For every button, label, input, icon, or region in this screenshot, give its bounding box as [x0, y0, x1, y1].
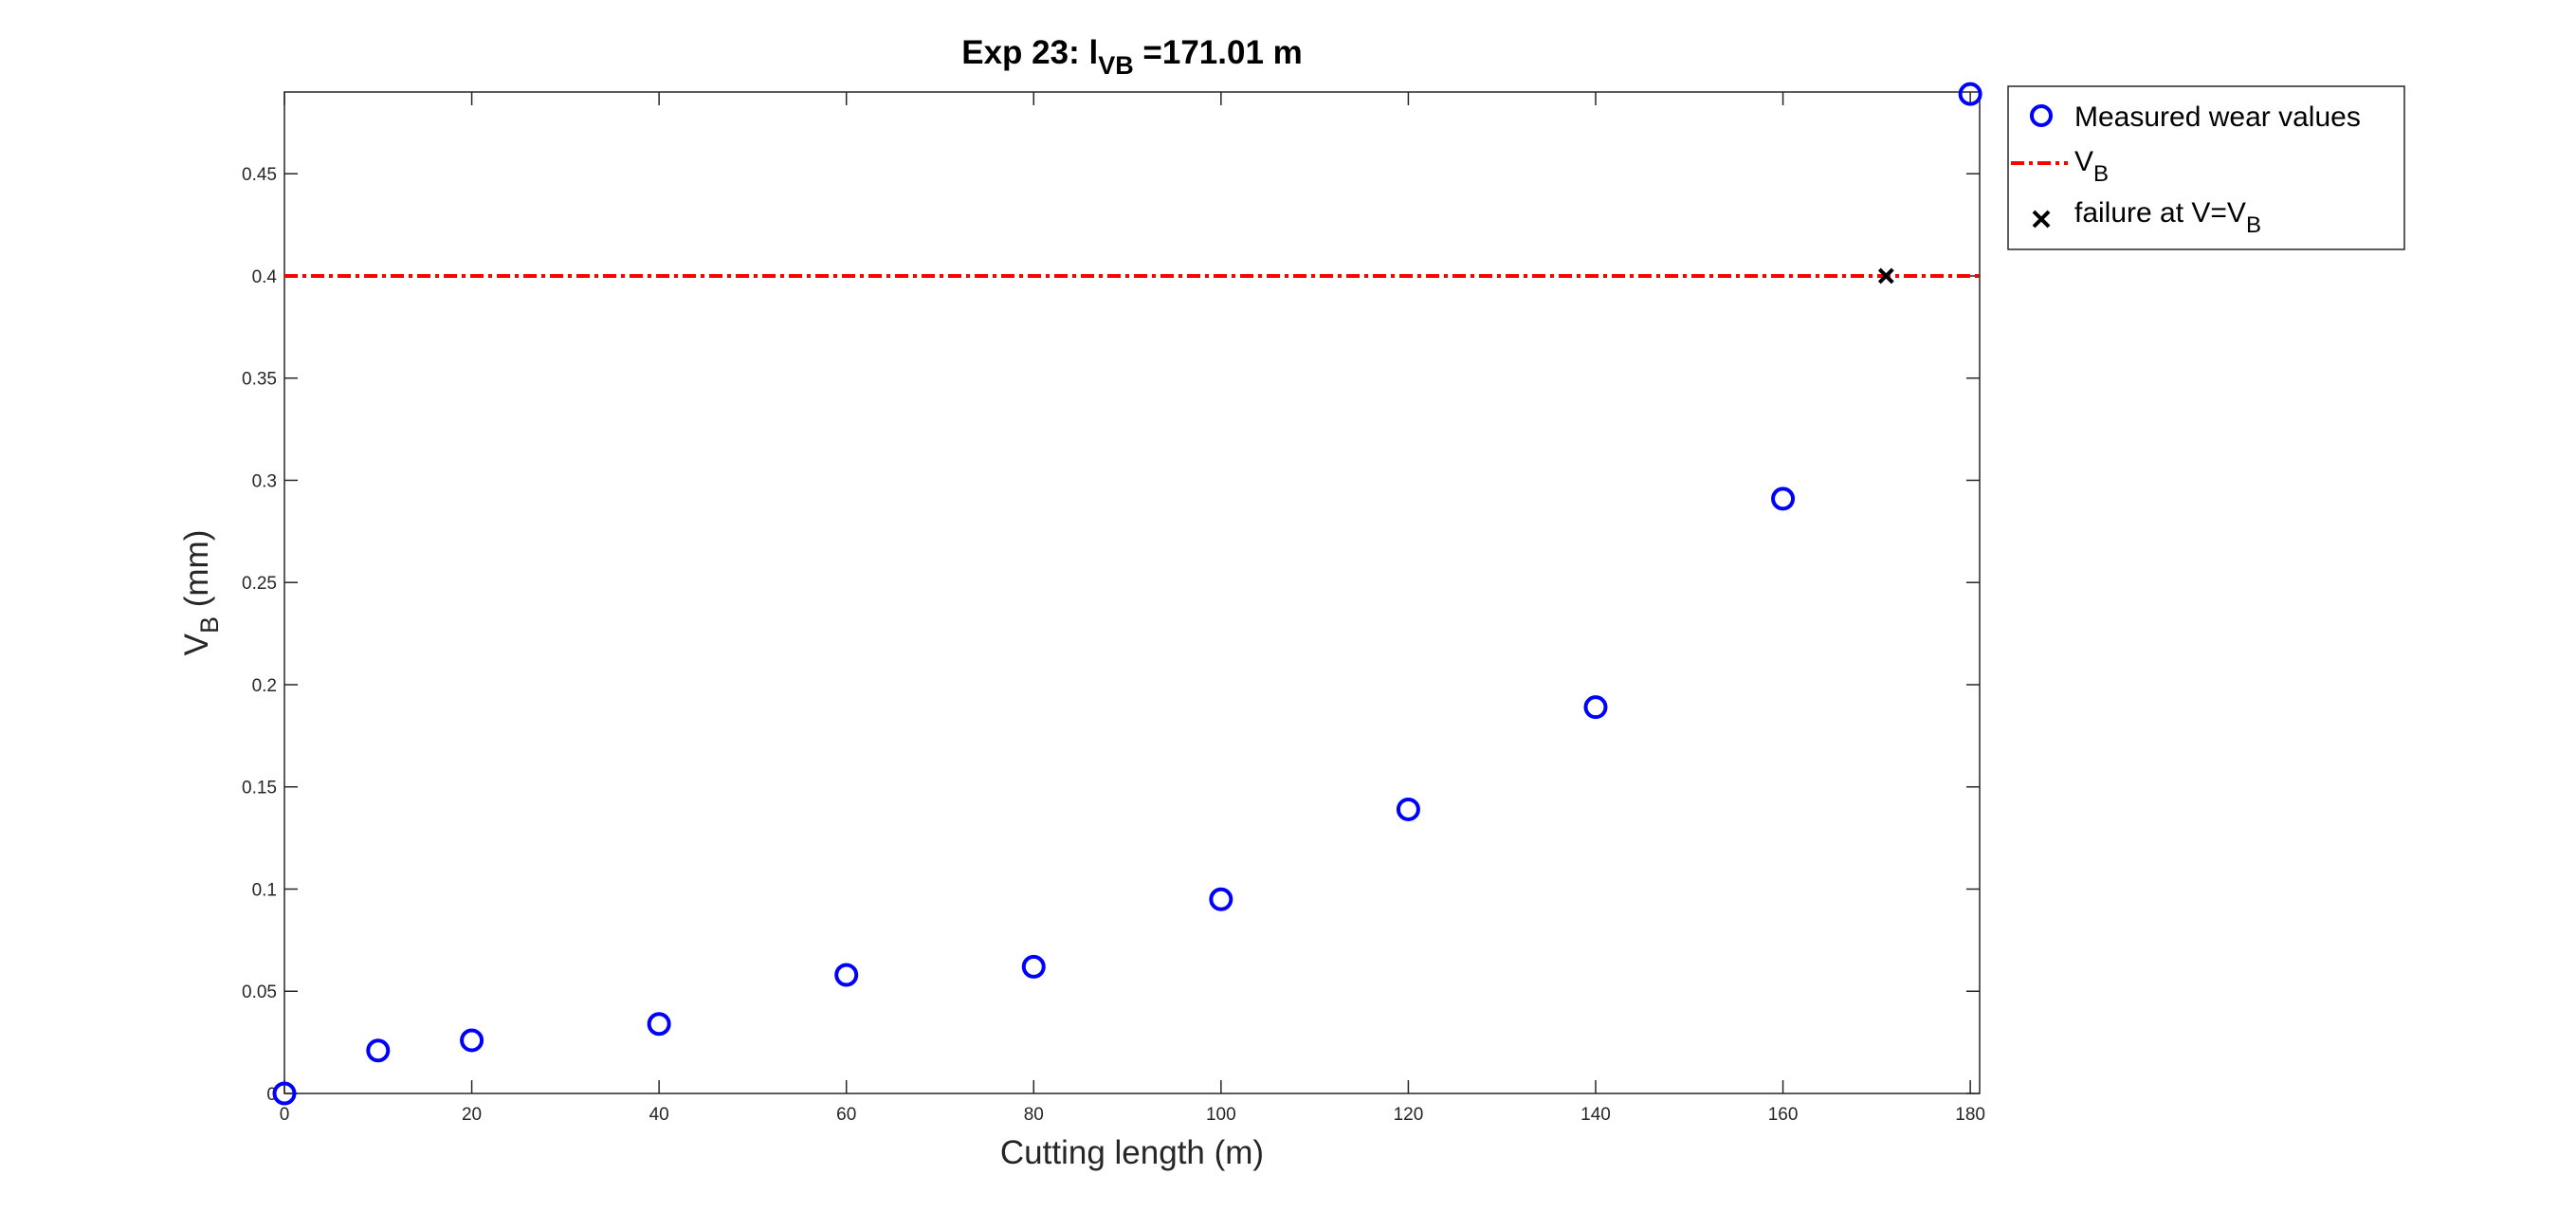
- measured-wear-point: [1396, 797, 1420, 821]
- y-tick-label: 0.45: [242, 165, 277, 185]
- title-subscript: VB: [1098, 51, 1134, 80]
- y-tick-label: 0.1: [252, 880, 277, 900]
- x-axis-label: Cutting length (m): [1000, 1134, 1264, 1171]
- measured-wear-point: [1771, 487, 1796, 511]
- title-suffix: =171.01 m: [1134, 34, 1303, 71]
- x-tick-label: 160: [1768, 1105, 1799, 1125]
- measured-wear-point: [1583, 695, 1608, 720]
- y-label-main: V: [178, 633, 215, 655]
- y-label-suffix: (mm): [178, 530, 215, 616]
- measured-wear-point: [834, 963, 859, 987]
- x-tick-label: 40: [649, 1105, 669, 1125]
- legend-box: [2007, 85, 2405, 250]
- measured-wear-point: [272, 1081, 297, 1106]
- plot-area: 0 20 40 60 80 100 120 140 160 180 0 0.05 0.1 0.15 0.2…: [242, 82, 1985, 1125]
- legend-marker-measured: [2030, 104, 2053, 127]
- measured-wear-point: [366, 1038, 391, 1063]
- x-tick-label: 180: [1955, 1105, 1985, 1125]
- legend-vb-main: V: [2074, 146, 2093, 177]
- measured-wear-point: [1958, 82, 1982, 106]
- legend-marker-failure: [2032, 210, 2051, 229]
- y-tick-label: 0.15: [242, 779, 277, 799]
- x-axis-ticks: 0 20 40 60 80 100 120 140 160 180: [280, 92, 1985, 1125]
- measured-wear-point: [647, 1012, 671, 1037]
- legend-failure-subscript: B: [2246, 212, 2261, 238]
- measured-wear-point: [1209, 887, 1233, 911]
- x-tick-label: 100: [1206, 1105, 1236, 1125]
- axes-box: [283, 91, 1981, 1094]
- chart-title: Exp 23: lVB =171.01 m: [961, 34, 1303, 80]
- failure-point: [1877, 267, 1894, 285]
- legend-label-vb: VB: [2074, 146, 2109, 187]
- legend-label-failure: failure at V=VB: [2074, 197, 2261, 238]
- y-tick-label: 0.05: [242, 982, 277, 1002]
- x-tick-label: 120: [1394, 1105, 1424, 1125]
- title-prefix: Exp 23: l: [961, 34, 1098, 71]
- y-tick-label: 0.4: [252, 267, 278, 287]
- y-tick-label: 0.2: [252, 676, 277, 696]
- series-layer: [272, 82, 1982, 1106]
- y-tick-label: 0: [266, 1085, 277, 1105]
- y-tick-label: 0.3: [252, 471, 277, 491]
- x-tick-label: 60: [836, 1105, 856, 1125]
- y-axis-ticks: 0 0.05 0.1 0.15 0.2 0.25 0.3 0.35 0.4 0.45: [242, 165, 1980, 1105]
- measured-wear-point: [460, 1028, 484, 1053]
- x-tick-label: 140: [1580, 1105, 1611, 1125]
- y-label-subscript: B: [195, 616, 224, 634]
- legend-label-measured: Measured wear values: [2074, 101, 2361, 133]
- y-axis-label: VB (mm): [178, 530, 224, 656]
- y-tick-label: 0.25: [242, 574, 277, 594]
- x-tick-label: 20: [462, 1105, 482, 1125]
- x-tick-label: 0: [280, 1105, 290, 1125]
- measured-wear-point: [1021, 954, 1046, 979]
- legend-failure-main: failure at V=V: [2074, 197, 2246, 229]
- y-tick-label: 0.35: [242, 370, 277, 390]
- legend: Measured wear values VB failure at V=VB: [2007, 85, 2405, 250]
- x-tick-label: 80: [1024, 1105, 1044, 1125]
- legend-vb-subscript: B: [2093, 161, 2109, 187]
